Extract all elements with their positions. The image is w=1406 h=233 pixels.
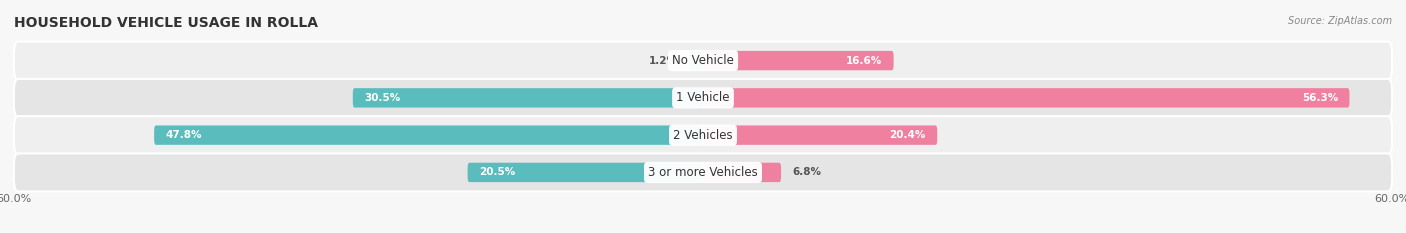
Text: 20.4%: 20.4% bbox=[890, 130, 925, 140]
Text: 47.8%: 47.8% bbox=[166, 130, 202, 140]
FancyBboxPatch shape bbox=[14, 42, 1392, 79]
FancyBboxPatch shape bbox=[703, 51, 894, 70]
Text: Source: ZipAtlas.com: Source: ZipAtlas.com bbox=[1288, 16, 1392, 26]
FancyBboxPatch shape bbox=[703, 163, 782, 182]
Text: No Vehicle: No Vehicle bbox=[672, 54, 734, 67]
Text: 2 Vehicles: 2 Vehicles bbox=[673, 129, 733, 142]
FancyBboxPatch shape bbox=[703, 125, 938, 145]
FancyBboxPatch shape bbox=[14, 79, 1392, 117]
FancyBboxPatch shape bbox=[689, 51, 703, 70]
Text: 1 Vehicle: 1 Vehicle bbox=[676, 91, 730, 104]
Text: 3 or more Vehicles: 3 or more Vehicles bbox=[648, 166, 758, 179]
Text: 56.3%: 56.3% bbox=[1302, 93, 1339, 103]
FancyBboxPatch shape bbox=[155, 125, 703, 145]
Text: 16.6%: 16.6% bbox=[846, 56, 882, 65]
FancyBboxPatch shape bbox=[703, 88, 1350, 108]
FancyBboxPatch shape bbox=[468, 163, 703, 182]
Text: 1.2%: 1.2% bbox=[648, 56, 678, 65]
Text: 30.5%: 30.5% bbox=[364, 93, 401, 103]
Text: 6.8%: 6.8% bbox=[793, 168, 821, 177]
FancyBboxPatch shape bbox=[14, 154, 1392, 191]
Text: 20.5%: 20.5% bbox=[479, 168, 516, 177]
FancyBboxPatch shape bbox=[14, 116, 1392, 154]
FancyBboxPatch shape bbox=[353, 88, 703, 108]
Text: HOUSEHOLD VEHICLE USAGE IN ROLLA: HOUSEHOLD VEHICLE USAGE IN ROLLA bbox=[14, 16, 318, 30]
